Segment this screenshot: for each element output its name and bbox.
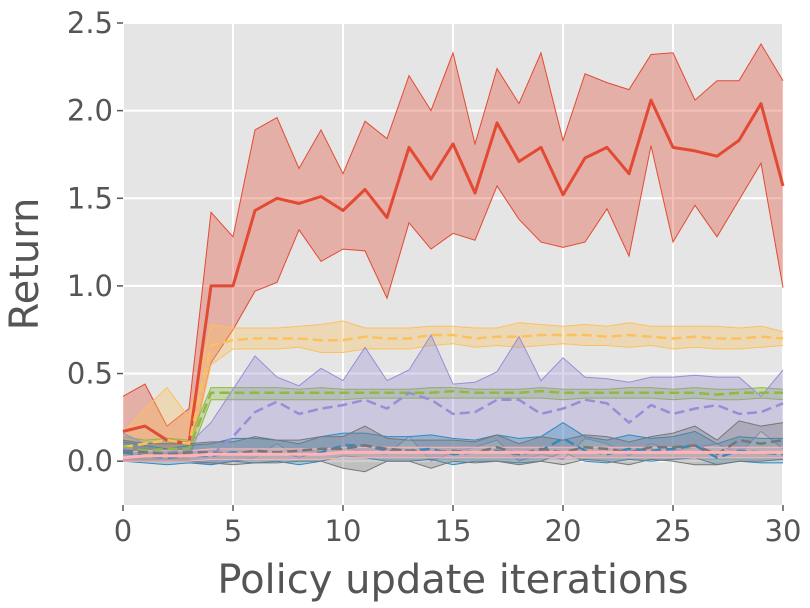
x-tick-label: 20 xyxy=(545,514,582,548)
y-tick-label: 1.5 xyxy=(67,181,113,215)
x-axis-title: Policy update iterations xyxy=(217,557,688,603)
series-line-2 xyxy=(122,389,783,452)
x-tick-label: 5 xyxy=(224,514,242,548)
x-tick-label: 15 xyxy=(435,514,472,548)
band-lower-edge-4 xyxy=(122,451,783,466)
band-upper-edge-1 xyxy=(122,320,784,434)
band-upper-edge-0 xyxy=(122,43,784,427)
y-axis-title: Return xyxy=(2,198,48,331)
y-tick-label: 1.0 xyxy=(67,269,113,303)
series-line-4 xyxy=(122,437,784,459)
series-lines xyxy=(122,98,785,460)
band-lower-edge-5 xyxy=(123,458,784,473)
band-upper-edge-5 xyxy=(122,420,784,445)
axes: 0 5 10 15 20 25 30 0.0 0.5 1.0 1.5 2.0 2.5 xyxy=(67,6,802,548)
band-3 xyxy=(123,335,783,465)
band-lower-edge-2 xyxy=(122,397,784,460)
band-upper-edge-2 xyxy=(122,387,784,441)
x-tick-label: 10 xyxy=(325,514,362,548)
band-lower-edge-6 xyxy=(123,457,783,462)
band-upper-edge-4 xyxy=(122,422,783,450)
y-tick-label: 2.5 xyxy=(67,6,113,40)
x-tick-label: 30 xyxy=(765,514,802,548)
x-tick-label: 0 xyxy=(114,514,132,548)
y-tick-label: 2.0 xyxy=(67,94,113,128)
y-tick-label: 0.0 xyxy=(67,444,113,478)
series-line-0 xyxy=(122,98,785,446)
series-line-3 xyxy=(122,391,784,458)
band-upper-edge-3 xyxy=(122,333,784,445)
series-line-6 xyxy=(122,450,783,460)
y-tick-label: 0.5 xyxy=(67,357,113,391)
series-line-1 xyxy=(122,333,784,449)
band-0 xyxy=(123,44,783,462)
band-lower-edge-0 xyxy=(123,145,784,462)
band-lower-edge-1 xyxy=(123,343,784,462)
x-tick-label: 25 xyxy=(655,514,692,548)
